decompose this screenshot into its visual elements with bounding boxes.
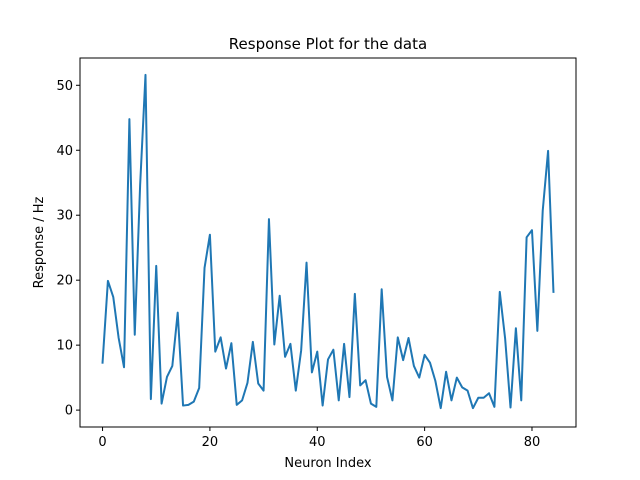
x-tick-label: 40 xyxy=(309,435,326,450)
y-tick-label: 20 xyxy=(56,274,73,289)
y-axis-ticks: 0 10 20 30 40 50 xyxy=(56,79,80,419)
x-axis-ticks: 0 20 40 60 80 xyxy=(98,427,540,450)
y-axis-label: Response / Hz xyxy=(32,196,47,288)
y-tick-label: 50 xyxy=(56,79,73,94)
x-tick-label: 80 xyxy=(524,435,541,450)
x-tick-label: 20 xyxy=(202,435,219,450)
y-tick-label: 0 xyxy=(65,404,73,419)
x-axis-label: Neuron Index xyxy=(284,456,371,471)
series-line-response xyxy=(101,73,555,410)
plot-area xyxy=(101,73,555,410)
y-tick-label: 30 xyxy=(56,209,73,224)
chart-title: Response Plot for the data xyxy=(229,35,427,53)
axes-frame xyxy=(79,57,577,428)
y-tick-label: 40 xyxy=(56,144,73,159)
x-tick-label: 60 xyxy=(416,435,433,450)
y-tick-label: 10 xyxy=(56,339,73,354)
x-tick-label: 0 xyxy=(98,435,106,450)
